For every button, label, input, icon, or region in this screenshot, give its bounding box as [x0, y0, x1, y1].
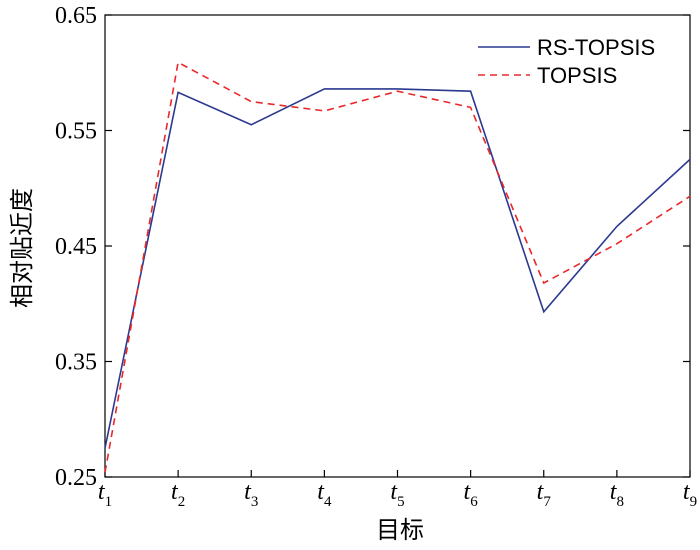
- legend-label: TOPSIS: [537, 63, 617, 88]
- x-tick-label-sub: 6: [470, 494, 478, 510]
- x-tick-label-sub: 5: [397, 494, 405, 510]
- x-tick-label: t5: [390, 479, 404, 510]
- x-axis: t1 t2 t3 t4 t5 t6 t7 t8 t9: [98, 470, 697, 510]
- x-tick-label: t4: [317, 479, 332, 510]
- x-tick-label-main: t: [610, 479, 618, 505]
- x-tick-label: t6: [464, 479, 479, 510]
- x-tick-label-sub: 2: [178, 494, 186, 510]
- x-tick-label: t1: [98, 479, 112, 510]
- x-tick-label-sub: 4: [324, 494, 332, 510]
- x-tick-label: t7: [537, 479, 552, 510]
- legend: RS-TOPSIS TOPSIS: [478, 35, 655, 88]
- y-tick-label: 0.65: [55, 3, 97, 29]
- x-tick-label-sub: 7: [543, 494, 551, 510]
- series-line-rs-topsis: [104, 88, 691, 449]
- x-tick-label-main: t: [464, 479, 472, 505]
- y-tick-label: 0.35: [55, 350, 97, 376]
- x-tick-label-main: t: [537, 479, 545, 505]
- x-tick-label-main: t: [390, 479, 398, 505]
- x-axis-title: 目标: [376, 516, 424, 544]
- y-tick-label: 0.45: [55, 234, 97, 260]
- y-axis-title: 相对贴近度: [8, 188, 36, 308]
- x-tick-label-main: t: [244, 479, 252, 505]
- x-tick-label-sub: 1: [105, 494, 113, 510]
- x-tick-label: t9: [683, 479, 697, 510]
- x-tick-label-main: t: [171, 479, 179, 505]
- y-tick-label: 0.25: [55, 465, 97, 491]
- series-lines: [104, 61, 691, 473]
- x-tick-label-main: t: [317, 479, 325, 505]
- x-tick-label-main: t: [98, 479, 106, 505]
- x-tick-label-sub: 9: [690, 494, 698, 510]
- x-tick-label: t8: [610, 479, 624, 510]
- legend-label: RS-TOPSIS: [537, 35, 655, 60]
- x-tick-label: t3: [244, 479, 258, 510]
- y-tick-label: 0.55: [55, 119, 97, 145]
- x-tick-label-sub: 3: [251, 494, 259, 510]
- y-axis: 0.25 0.35 0.45 0.55 0.65: [55, 3, 690, 491]
- series-line-topsis: [104, 61, 691, 473]
- x-tick-label-main: t: [683, 479, 691, 505]
- x-tick-label-sub: 8: [616, 494, 624, 510]
- x-tick-label: t2: [171, 479, 185, 510]
